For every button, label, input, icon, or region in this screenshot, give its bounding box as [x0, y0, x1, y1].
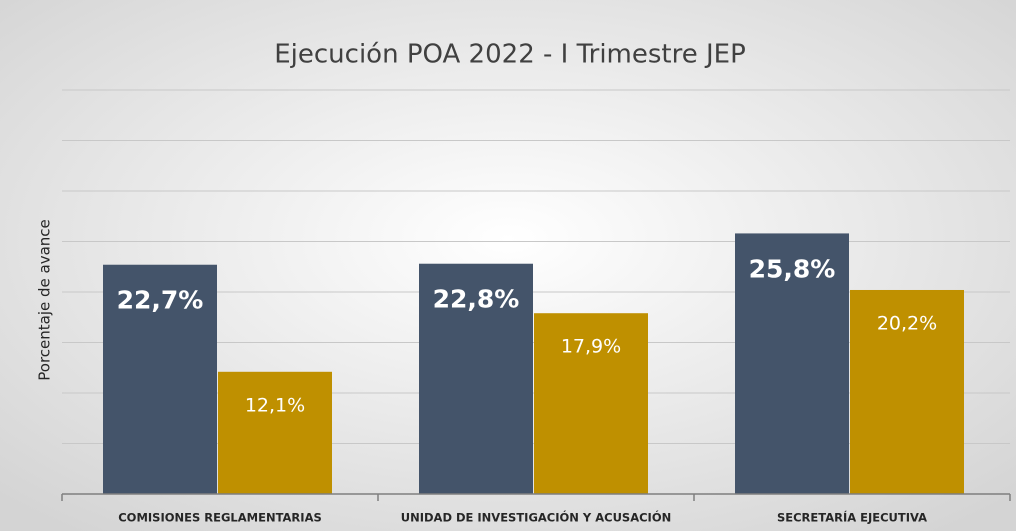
chart-title: Ejecución POA 2022 - I Trimestre JEP — [274, 40, 746, 70]
bar — [218, 371, 332, 494]
bar — [103, 264, 217, 494]
data-label: 17,9% — [561, 336, 621, 358]
data-label: 22,7% — [117, 286, 204, 315]
bar — [419, 263, 533, 494]
data-label: 22,8% — [433, 285, 520, 314]
x-tick-label: SECRETARÍA EJECUTIVA — [777, 510, 927, 525]
bar — [850, 289, 964, 494]
bar — [534, 313, 648, 494]
data-label: 20,2% — [877, 312, 937, 334]
bar — [735, 233, 849, 495]
x-tick-label: UNIDAD DE INVESTIGACIÓN Y ACUSACIÓN — [401, 510, 671, 525]
data-label: 25,8% — [749, 254, 836, 283]
y-axis-label: Porcentaje de avance — [36, 219, 54, 381]
data-label: 12,1% — [245, 394, 305, 416]
x-tick-label: COMISIONES REGLAMENTARIAS — [118, 511, 322, 525]
